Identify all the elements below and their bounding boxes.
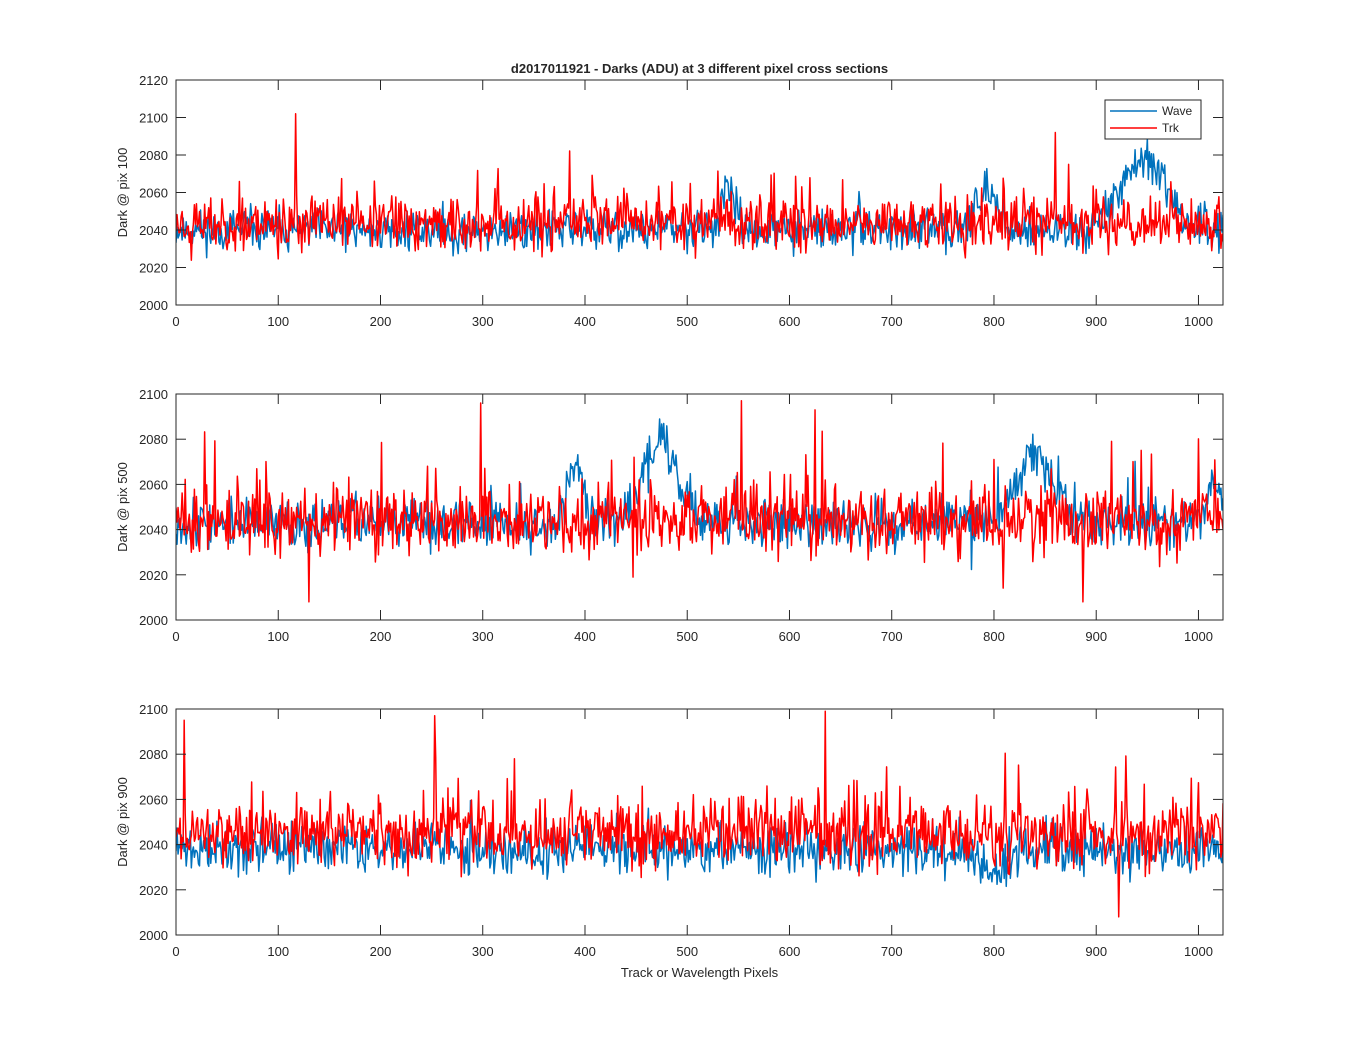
series-group <box>176 710 1223 918</box>
x-tick-label: 300 <box>472 944 494 959</box>
series-line-trk <box>176 113 1223 261</box>
y-tick-label: 2100 <box>139 387 168 402</box>
y-tick-label: 2100 <box>139 111 168 126</box>
x-tick-label: 1000 <box>1184 629 1213 644</box>
chart-title: d2017011921 - Darks (ADU) at 3 different… <box>511 61 888 76</box>
y-tick-label: 2020 <box>139 261 168 276</box>
x-axis-label: Track or Wavelength Pixels <box>621 965 779 980</box>
y-tick-label: 2060 <box>139 792 168 807</box>
y-axis-label: Dark @ pix 500 <box>115 462 130 552</box>
legend-box <box>1104 99 1202 140</box>
y-tick-label: 2020 <box>139 568 168 583</box>
x-tick-label: 100 <box>267 629 289 644</box>
x-tick-label: 400 <box>574 629 596 644</box>
x-tick-label: 600 <box>779 314 801 329</box>
x-tick-label: 1000 <box>1184 944 1213 959</box>
x-tick-label: 700 <box>881 314 903 329</box>
legend-label-trk: Trk <box>1162 121 1180 135</box>
x-tick-label: 900 <box>1085 944 1107 959</box>
x-tick-label: 800 <box>983 629 1005 644</box>
y-axis-label: Dark @ pix 900 <box>115 777 130 867</box>
x-tick-label: 300 <box>472 629 494 644</box>
subplot-1: 0 100 200 300 400 500 600 700 800 900 1000 2000 2020… <box>115 61 1224 329</box>
x-tick-label: 300 <box>472 314 494 329</box>
y-axis-label: Dark @ pix 100 <box>115 148 130 238</box>
x-tick-label: 400 <box>574 944 596 959</box>
legend-label-wave: Wave <box>1162 104 1193 118</box>
series-line-trk <box>176 400 1223 603</box>
x-tick-label: 500 <box>676 629 698 644</box>
x-tick-label: 700 <box>881 944 903 959</box>
x-tick-label: 200 <box>370 629 392 644</box>
x-tick-label: 700 <box>881 629 903 644</box>
series-group <box>176 400 1223 603</box>
plot-area <box>176 709 1223 935</box>
subplot-3: 0 100 200 300 400 500 600 700 800 900 1000 2000 2020… <box>115 702 1224 980</box>
x-tick-label: 600 <box>779 944 801 959</box>
x-tick-label: 0 <box>172 314 179 329</box>
x-tick-label: 100 <box>267 314 289 329</box>
y-tick-label: 2060 <box>139 186 168 201</box>
y-tick-label: 2000 <box>139 298 168 313</box>
series-line-wave <box>176 418 1223 571</box>
y-tick-label: 2080 <box>139 747 168 762</box>
x-tick-label: 0 <box>172 944 179 959</box>
x-tick-label: 400 <box>574 314 596 329</box>
series-group <box>176 113 1223 261</box>
y-tick-label: 2000 <box>139 613 168 628</box>
x-tick-label: 200 <box>370 944 392 959</box>
x-tick-label: 500 <box>676 314 698 329</box>
x-tick-label: 800 <box>983 314 1005 329</box>
x-tick-label: 800 <box>983 944 1005 959</box>
y-tick-label: 2000 <box>139 928 168 943</box>
plot-area <box>176 80 1223 305</box>
y-tick-label: 2080 <box>139 432 168 447</box>
legend: Wave Trk <box>1104 99 1202 140</box>
y-tick-label: 2020 <box>139 883 168 898</box>
x-tick-label: 0 <box>172 629 179 644</box>
y-tick-label: 2120 <box>139 73 168 88</box>
x-tick-label: 200 <box>370 314 392 329</box>
y-tick-label: 2040 <box>139 838 168 853</box>
subplot-2: 0 100 200 300 400 500 600 700 800 900 1000 2000 2020… <box>115 387 1224 644</box>
y-tick-label: 2060 <box>139 477 168 492</box>
y-tick-label: 2040 <box>139 223 168 238</box>
y-tick-label: 2100 <box>139 702 168 717</box>
x-tick-label: 500 <box>676 944 698 959</box>
axes-box <box>175 708 1224 936</box>
x-tick-label: 100 <box>267 944 289 959</box>
x-tick-label: 600 <box>779 629 801 644</box>
y-tick-label: 2080 <box>139 148 168 163</box>
series-line-trk <box>176 710 1223 918</box>
x-tick-label: 1000 <box>1184 314 1213 329</box>
x-tick-label: 900 <box>1085 314 1107 329</box>
axes-box <box>175 393 1224 621</box>
y-tick-label: 2040 <box>139 523 168 538</box>
x-tick-label: 900 <box>1085 629 1107 644</box>
